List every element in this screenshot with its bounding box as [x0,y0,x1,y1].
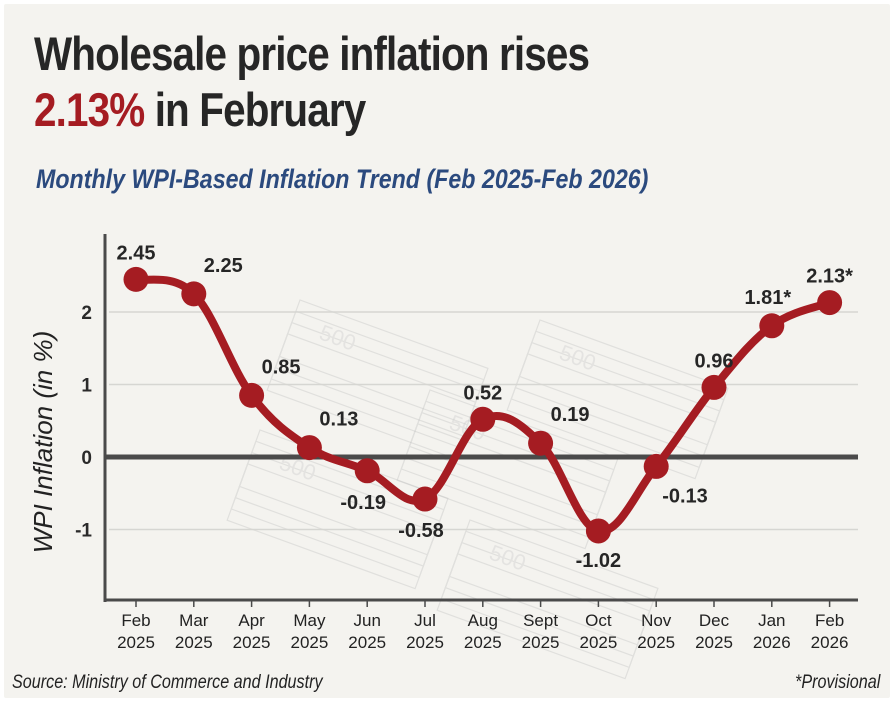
data-label: 2.45 [117,242,156,264]
x-tick-label-year: 2025 [464,633,502,652]
data-point [181,281,207,307]
x-tick-label-month: Aug [468,611,498,630]
provisional-note: *Provisional [794,672,880,693]
note-outline [230,451,441,579]
x-tick-label-year: 2025 [637,633,675,652]
note-outline [444,530,655,657]
data-point [528,430,554,456]
x-tick-label-month: Dec [699,611,730,630]
axes [103,234,858,602]
x-tick-label-year: 2025 [290,633,328,652]
data-label: -0.58 [398,520,444,542]
data-points [123,266,843,544]
note-outline [274,310,485,437]
x-tick-label-month: Nov [641,611,672,630]
data-label: -0.19 [340,492,386,514]
x-tick-label-year: 2026 [753,633,791,652]
x-tick-label-month: Oct [585,611,612,630]
note-outline [400,411,611,539]
headline: Wholesale price inflation rises 2.13% in… [34,26,590,138]
y-tick-label: 1 [81,376,92,397]
note-denomination: 500 [556,340,599,376]
note-outline [404,400,615,527]
data-label: 2.25 [204,255,243,277]
y-tick-labels: 2 1 0 -1 [75,303,92,542]
x-tick-labels: Feb 2025 Mar 2025 Apr 2025 May 2025 Jun 2025 Jul 20… [117,600,849,652]
y-tick-label: 2 [81,303,92,324]
x-tick-label-month: Jul [414,611,436,630]
data-point [239,382,265,408]
data-label: -1.02 [576,550,622,572]
data-point [296,435,322,461]
y-tick-label: -1 [75,521,92,542]
x-tick-label-month: Feb [121,611,150,630]
note-outline [278,299,489,426]
note-stack: 500 [226,429,449,590]
x-tick-label-month: Jun [353,611,380,630]
data-point [354,458,380,484]
data-label: 0.52 [463,382,502,404]
data-label: 0.19 [551,404,590,426]
note-outline [448,519,659,646]
x-tick-label-month: Mar [179,611,209,630]
note-outline [226,463,437,590]
data-label: 0.96 [695,350,734,372]
note-outline [270,321,481,449]
data-point [412,486,438,512]
x-tick-label-month: Apr [238,611,265,630]
note-stack: 500 [436,519,659,680]
x-tick-label-month: Jan [758,611,785,630]
x-tick-label-month: Feb [815,611,844,630]
x-tick-label-year: 2025 [348,633,386,652]
x-tick-label-month: May [293,611,326,630]
data-labels: 2.45 2.25 0.85 0.13 -0.19 -0.58 0.52 0.19 -1.02 -… [117,242,854,572]
headline-highlight-value: 2.13% [34,83,145,136]
data-point [585,518,611,544]
data-point [643,453,669,479]
x-tick-label-year: 2025 [406,633,444,652]
series-line [132,275,834,535]
x-tick-label-month: Sept [523,611,558,630]
data-point [701,374,727,400]
data-point [817,290,843,316]
note-denomination: 500 [486,540,529,576]
data-label: 1.81* [744,287,791,309]
data-point [123,266,149,292]
y-tick-label: 0 [81,448,92,469]
data-point [759,313,785,339]
note-outline [514,330,725,457]
note-outline [506,353,717,480]
note-outline [266,333,477,460]
chart-subtitle: Monthly WPI-Based Inflation Trend (Feb 2… [36,164,649,194]
data-point [470,406,496,432]
x-tick-label-year: 2025 [695,633,733,652]
note-outline [518,319,729,446]
data-label: 0.85 [262,356,301,378]
note-outline [234,440,445,567]
note-denomination: 500 [316,320,359,356]
headline-line1: Wholesale price inflation rises [34,27,590,80]
x-tick-label-year: 2025 [175,633,213,652]
data-label: -0.13 [662,485,708,507]
y-axis-label: WPI Inflation (in %) [28,331,58,554]
headline-line2: in February [144,83,367,136]
gridlines [109,311,858,531]
series-wpi [132,275,834,535]
note-outline [436,553,647,680]
note-outline [510,341,721,469]
x-tick-label-year: 2026 [811,633,849,652]
x-tick-label-year: 2025 [117,633,155,652]
x-tick-label-year: 2025 [522,633,560,652]
source-note: Source: Ministry of Commerce and Industr… [12,672,323,693]
data-label: 0.13 [319,409,358,431]
x-tick-label-year: 2025 [579,633,617,652]
data-label: 2.13* [806,266,853,288]
x-tick-label-year: 2025 [233,633,271,652]
note-outline [440,541,651,669]
